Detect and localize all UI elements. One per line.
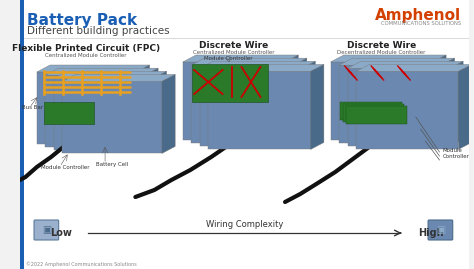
Polygon shape <box>54 71 167 78</box>
FancyBboxPatch shape <box>63 82 162 153</box>
Polygon shape <box>154 71 167 150</box>
Polygon shape <box>310 65 324 150</box>
Text: ▣: ▣ <box>436 225 445 235</box>
Text: Centralized Module Controller: Centralized Module Controller <box>46 53 127 58</box>
Text: Module Controller: Module Controller <box>204 56 253 61</box>
Text: Centralized Module Controller: Centralized Module Controller <box>193 50 274 55</box>
FancyBboxPatch shape <box>346 106 407 124</box>
Polygon shape <box>183 55 298 62</box>
Text: ©2022 Amphenol Communications Solutions: ©2022 Amphenol Communications Solutions <box>27 261 137 267</box>
Text: Low: Low <box>50 228 72 238</box>
FancyBboxPatch shape <box>356 72 458 150</box>
Text: Different building practices: Different building practices <box>27 26 170 36</box>
Text: Decentralized Module Controller: Decentralized Module Controller <box>337 50 426 55</box>
Text: Discrete Wire: Discrete Wire <box>199 41 269 50</box>
Polygon shape <box>63 75 175 82</box>
FancyBboxPatch shape <box>200 68 302 146</box>
Text: Module
Controller: Module Controller <box>442 148 469 159</box>
Text: ▣: ▣ <box>42 225 51 235</box>
Text: Bus Bar: Bus Bar <box>22 105 43 110</box>
Polygon shape <box>200 61 315 68</box>
Text: Amphenol: Amphenol <box>375 8 461 23</box>
Polygon shape <box>208 65 324 72</box>
FancyBboxPatch shape <box>340 102 401 120</box>
FancyBboxPatch shape <box>428 220 453 240</box>
Polygon shape <box>356 65 472 72</box>
Polygon shape <box>330 55 446 62</box>
Text: COMMUNICATIONS SOLUTIONS: COMMUNICATIONS SOLUTIONS <box>381 21 461 26</box>
Text: Flexible Printed Circuit (FPC): Flexible Printed Circuit (FPC) <box>12 44 160 53</box>
FancyBboxPatch shape <box>191 65 293 143</box>
Polygon shape <box>441 58 455 143</box>
Text: High: High <box>418 228 443 238</box>
Polygon shape <box>37 65 150 72</box>
Polygon shape <box>162 75 175 153</box>
FancyBboxPatch shape <box>20 0 24 269</box>
Text: Discrete Wire: Discrete Wire <box>347 41 416 50</box>
Polygon shape <box>347 61 463 68</box>
Text: Wiring Complexity: Wiring Complexity <box>206 220 283 229</box>
Polygon shape <box>302 61 315 146</box>
Polygon shape <box>339 58 455 65</box>
FancyBboxPatch shape <box>347 68 450 146</box>
FancyBboxPatch shape <box>343 104 404 122</box>
FancyBboxPatch shape <box>20 0 469 269</box>
FancyBboxPatch shape <box>45 102 94 124</box>
FancyBboxPatch shape <box>34 220 59 240</box>
FancyBboxPatch shape <box>208 72 310 150</box>
FancyBboxPatch shape <box>183 62 285 140</box>
Polygon shape <box>137 65 150 144</box>
Polygon shape <box>450 61 463 146</box>
Polygon shape <box>293 58 307 143</box>
Polygon shape <box>191 58 307 65</box>
FancyBboxPatch shape <box>46 75 145 147</box>
Polygon shape <box>433 55 446 140</box>
Text: Module Controller: Module Controller <box>41 165 89 170</box>
Text: Battery Cell: Battery Cell <box>96 162 128 167</box>
FancyBboxPatch shape <box>54 78 154 150</box>
Polygon shape <box>145 68 158 147</box>
Polygon shape <box>458 65 472 150</box>
FancyBboxPatch shape <box>330 62 433 140</box>
FancyBboxPatch shape <box>339 65 441 143</box>
Polygon shape <box>285 55 298 140</box>
FancyBboxPatch shape <box>192 64 268 102</box>
Polygon shape <box>46 68 158 75</box>
Text: Battery Pack: Battery Pack <box>27 13 137 28</box>
FancyBboxPatch shape <box>37 72 137 144</box>
